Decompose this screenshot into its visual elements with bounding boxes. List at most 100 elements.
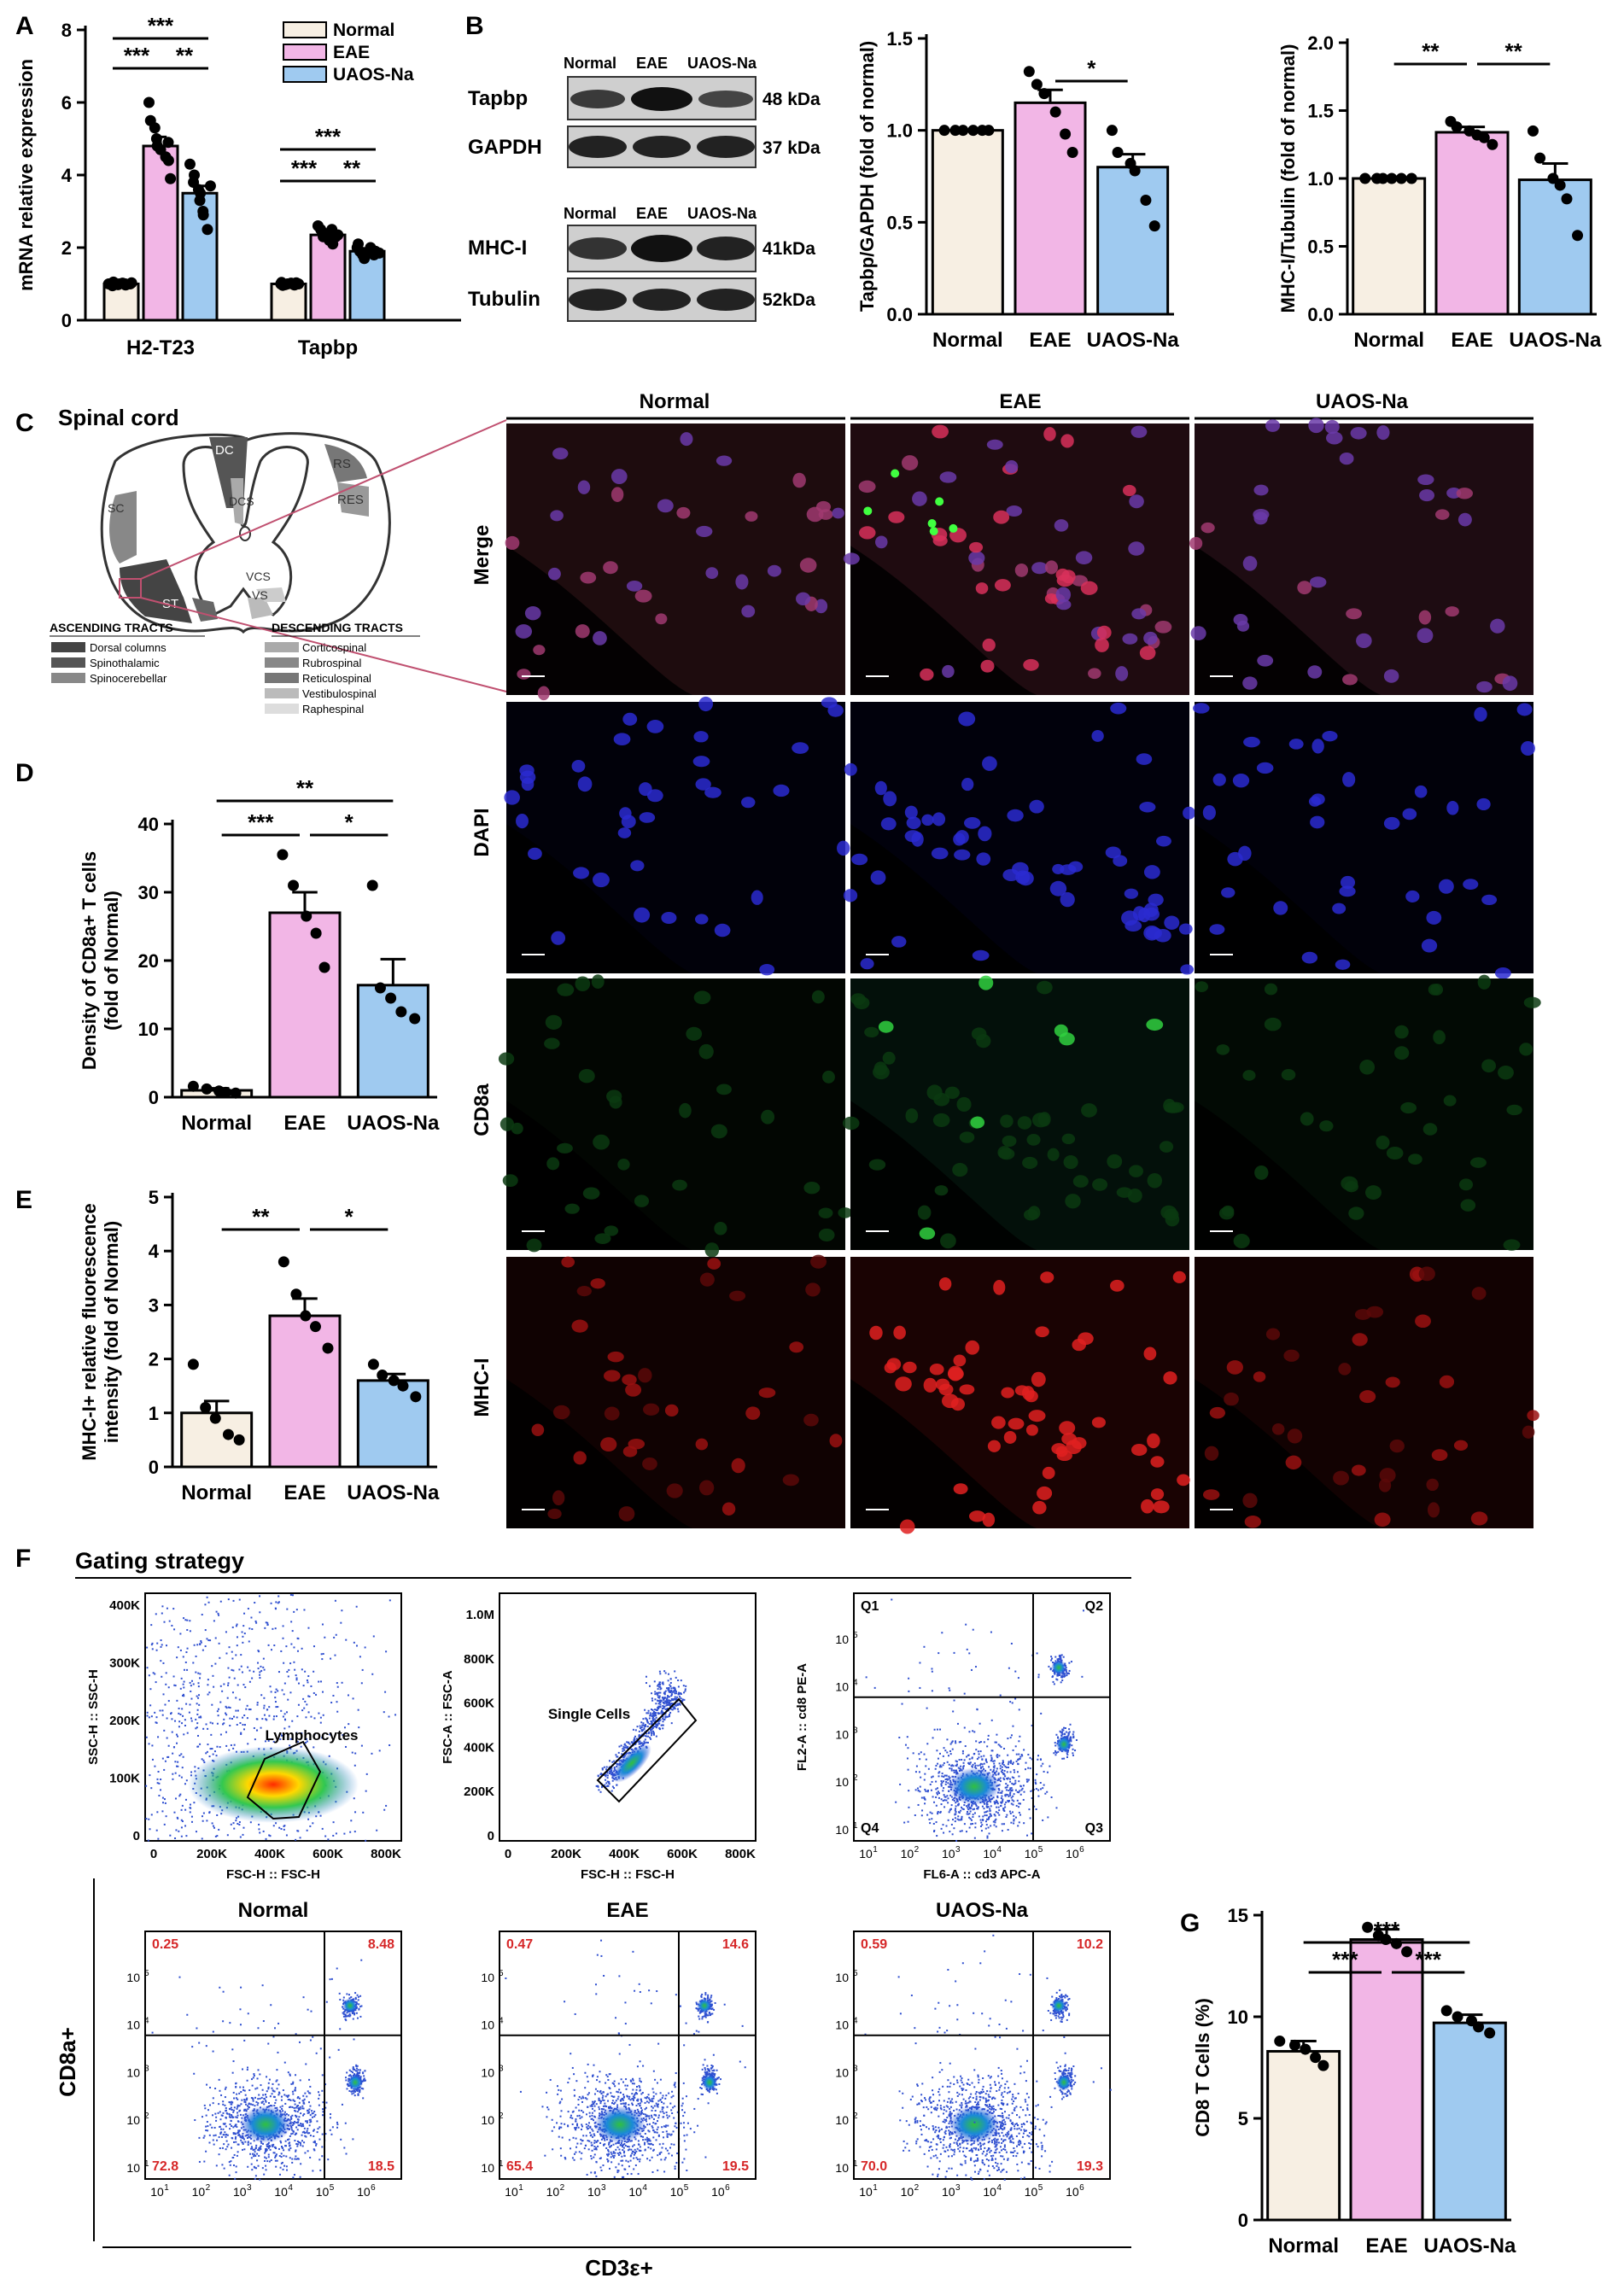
y-axis-label: MHC-I+ relative fluorescence bbox=[79, 1203, 100, 1460]
event-dot bbox=[657, 1705, 660, 1708]
event-dot bbox=[990, 1805, 992, 1808]
event-dot bbox=[301, 1709, 304, 1712]
cell bbox=[571, 1319, 588, 1333]
cell bbox=[1439, 1375, 1455, 1388]
data-point bbox=[385, 992, 397, 1004]
data-point bbox=[301, 910, 313, 922]
event-dot bbox=[865, 1676, 867, 1679]
event-dot bbox=[155, 1649, 158, 1651]
event-dot bbox=[1028, 1808, 1031, 1811]
event-dot bbox=[632, 1728, 634, 1731]
event-dot bbox=[235, 2097, 237, 2100]
cell bbox=[1190, 626, 1206, 641]
event-dot bbox=[280, 1828, 283, 1831]
event-dot bbox=[264, 2156, 266, 2158]
event-dot bbox=[1065, 1731, 1067, 1733]
event-dot bbox=[205, 2150, 207, 2153]
event-dot bbox=[660, 1687, 663, 1690]
event-dot bbox=[307, 1627, 310, 1629]
event-dot bbox=[654, 1698, 657, 1701]
event-dot bbox=[651, 1720, 653, 1722]
event-dot bbox=[249, 2142, 252, 2145]
event-dot bbox=[207, 1744, 209, 1746]
event-dot bbox=[295, 2150, 297, 2153]
cd8-cell bbox=[929, 527, 938, 536]
data-point bbox=[967, 125, 979, 137]
event-dot bbox=[1040, 1758, 1043, 1761]
event-dot bbox=[917, 1803, 920, 1806]
event-dot bbox=[605, 1775, 607, 1778]
cell bbox=[843, 889, 858, 903]
event-dot bbox=[289, 2106, 292, 2108]
event-dot bbox=[237, 1684, 239, 1686]
event-dot bbox=[605, 1773, 607, 1776]
event-dot bbox=[291, 2114, 294, 2117]
bar bbox=[931, 129, 1004, 316]
event-dot bbox=[276, 2069, 278, 2071]
event-dot bbox=[1070, 1737, 1072, 1739]
event-dot bbox=[979, 1762, 982, 1765]
event-dot bbox=[330, 1977, 333, 1980]
event-dot bbox=[222, 2123, 225, 2125]
cell bbox=[1254, 1165, 1269, 1180]
event-dot bbox=[275, 1822, 277, 1825]
event-dot bbox=[943, 1799, 946, 1802]
y-tick-exp: 5 bbox=[853, 1631, 858, 1640]
event-dot bbox=[1018, 1811, 1020, 1814]
event-dot bbox=[357, 1995, 359, 1998]
event-dot bbox=[206, 2083, 208, 2086]
event-dot bbox=[161, 1612, 163, 1615]
event-dot bbox=[1063, 1757, 1066, 1760]
event-dot bbox=[240, 1732, 242, 1734]
event-dot bbox=[348, 2069, 351, 2071]
event-dot bbox=[243, 2099, 246, 2101]
event-dot bbox=[178, 1720, 181, 1723]
event-dot bbox=[237, 2151, 239, 2153]
event-dot bbox=[336, 2126, 339, 2129]
event-dot bbox=[330, 1657, 332, 1660]
event-dot bbox=[931, 1818, 933, 1820]
event-dot bbox=[292, 2099, 295, 2101]
data-point bbox=[149, 122, 161, 134]
event-dot bbox=[249, 2153, 252, 2155]
event-dot bbox=[957, 1815, 960, 1818]
event-dot bbox=[1007, 1766, 1009, 1768]
cell bbox=[661, 911, 677, 925]
event-dot bbox=[1072, 1733, 1074, 1736]
event-dot bbox=[148, 1674, 150, 1677]
event-dot bbox=[1061, 1679, 1064, 1681]
event-dot bbox=[322, 1652, 324, 1655]
event-dot bbox=[662, 1712, 664, 1714]
event-dot bbox=[259, 1595, 261, 1598]
event-dot bbox=[976, 1709, 978, 1711]
event-dot bbox=[193, 2072, 196, 2075]
event-dot bbox=[275, 2080, 277, 2082]
event-dot bbox=[233, 1744, 236, 1746]
event-dot bbox=[212, 2030, 214, 2033]
region-dc: DC bbox=[215, 443, 234, 458]
event-dot bbox=[1064, 1673, 1066, 1675]
event-dot bbox=[243, 1633, 246, 1635]
event-dot bbox=[295, 2074, 297, 2077]
event-dot bbox=[180, 1753, 183, 1755]
cell bbox=[1242, 676, 1258, 690]
micrograph-tile bbox=[842, 975, 1189, 1250]
event-dot bbox=[197, 1672, 200, 1674]
event-dot bbox=[267, 2156, 270, 2158]
event-dot bbox=[283, 1682, 286, 1685]
cell bbox=[626, 580, 643, 592]
event-dot bbox=[983, 1802, 985, 1805]
event-dot bbox=[1037, 1758, 1039, 1761]
x-tick-label: Normal bbox=[181, 1112, 252, 1135]
event-dot bbox=[638, 1736, 640, 1738]
event-dot bbox=[229, 1707, 231, 1709]
event-dot bbox=[959, 1819, 961, 1821]
cell bbox=[1204, 1446, 1219, 1461]
event-dot bbox=[931, 1812, 933, 1814]
event-dot bbox=[294, 2088, 296, 2091]
event-dot bbox=[1070, 1738, 1072, 1741]
event-dot bbox=[174, 1761, 177, 1763]
event-dot bbox=[273, 2152, 276, 2154]
event-dot bbox=[968, 1826, 971, 1829]
